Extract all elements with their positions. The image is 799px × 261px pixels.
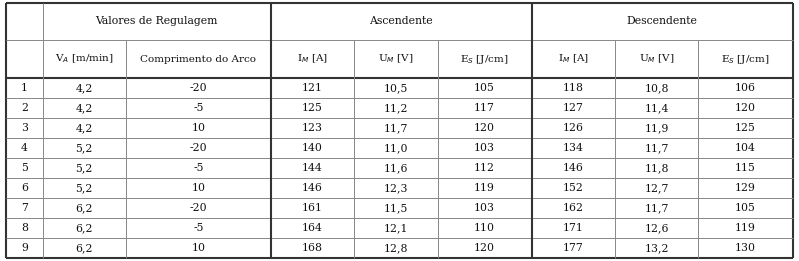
Text: 8: 8 [21, 223, 28, 233]
Text: 6: 6 [21, 183, 28, 193]
Text: 115: 115 [735, 163, 756, 173]
Text: 117: 117 [474, 103, 495, 113]
Text: 11,6: 11,6 [384, 163, 408, 173]
Text: V$_A$ [m/min]: V$_A$ [m/min] [55, 53, 113, 65]
Text: 4: 4 [21, 143, 28, 153]
Text: 12,3: 12,3 [384, 183, 408, 193]
Text: 4,2: 4,2 [76, 123, 93, 133]
Text: 120: 120 [474, 123, 495, 133]
Text: 104: 104 [735, 143, 756, 153]
Text: 119: 119 [474, 183, 495, 193]
Text: 10: 10 [192, 123, 205, 133]
Text: 120: 120 [735, 103, 756, 113]
Text: 130: 130 [735, 243, 756, 253]
Text: 4,2: 4,2 [76, 83, 93, 93]
Text: 10,5: 10,5 [384, 83, 408, 93]
Text: 146: 146 [563, 163, 584, 173]
Text: 134: 134 [563, 143, 584, 153]
Text: 12,8: 12,8 [384, 243, 408, 253]
Text: Comprimento do Arco: Comprimento do Arco [141, 55, 256, 63]
Text: 11,2: 11,2 [384, 103, 408, 113]
Text: 127: 127 [563, 103, 584, 113]
Text: Ascendente: Ascendente [369, 16, 433, 26]
Text: 7: 7 [21, 203, 28, 213]
Text: 121: 121 [302, 83, 323, 93]
Text: 126: 126 [563, 123, 584, 133]
Text: 5,2: 5,2 [76, 163, 93, 173]
Text: 5: 5 [21, 163, 28, 173]
Text: 140: 140 [302, 143, 323, 153]
Text: 6,2: 6,2 [76, 203, 93, 213]
Text: -20: -20 [189, 83, 207, 93]
Text: 164: 164 [302, 223, 323, 233]
Text: 10,8: 10,8 [645, 83, 669, 93]
Text: 11,5: 11,5 [384, 203, 408, 213]
Text: 171: 171 [563, 223, 584, 233]
Text: 4,2: 4,2 [76, 103, 93, 113]
Text: 1: 1 [21, 83, 28, 93]
Text: 6,2: 6,2 [76, 243, 93, 253]
Text: 11,7: 11,7 [645, 203, 669, 213]
Text: 10: 10 [192, 243, 205, 253]
Text: 103: 103 [474, 143, 495, 153]
Text: 105: 105 [474, 83, 495, 93]
Text: 3: 3 [21, 123, 28, 133]
Text: 105: 105 [735, 203, 756, 213]
Text: 5,2: 5,2 [76, 143, 93, 153]
Text: -5: -5 [193, 103, 204, 113]
Text: 5,2: 5,2 [76, 183, 93, 193]
Text: 6,2: 6,2 [76, 223, 93, 233]
Text: 103: 103 [474, 203, 495, 213]
Text: 162: 162 [563, 203, 584, 213]
Text: Descendente: Descendente [626, 16, 698, 26]
Text: U$_M$ [V]: U$_M$ [V] [378, 53, 414, 65]
Text: 12,1: 12,1 [384, 223, 408, 233]
Text: 11,7: 11,7 [645, 143, 669, 153]
Text: 11,4: 11,4 [645, 103, 669, 113]
Text: 11,9: 11,9 [645, 123, 669, 133]
Text: 119: 119 [735, 223, 756, 233]
Text: 110: 110 [474, 223, 495, 233]
Text: 118: 118 [563, 83, 584, 93]
Text: 9: 9 [21, 243, 28, 253]
Text: U$_M$ [V]: U$_M$ [V] [639, 53, 674, 65]
Text: 161: 161 [302, 203, 323, 213]
Text: -5: -5 [193, 163, 204, 173]
Text: 125: 125 [302, 103, 323, 113]
Text: 11,7: 11,7 [384, 123, 408, 133]
Text: I$_M$ [A]: I$_M$ [A] [558, 53, 589, 65]
Text: 144: 144 [302, 163, 323, 173]
Text: 11,0: 11,0 [384, 143, 408, 153]
Text: E$_S$ [J/cm]: E$_S$ [J/cm] [460, 52, 509, 66]
Text: 106: 106 [735, 83, 756, 93]
Text: 12,7: 12,7 [645, 183, 669, 193]
Text: 146: 146 [302, 183, 323, 193]
Text: 2: 2 [21, 103, 28, 113]
Text: -20: -20 [189, 143, 207, 153]
Text: 129: 129 [735, 183, 756, 193]
Text: -5: -5 [193, 223, 204, 233]
Text: 125: 125 [735, 123, 756, 133]
Text: 11,8: 11,8 [645, 163, 669, 173]
Text: 168: 168 [302, 243, 323, 253]
Text: E$_S$ [J/cm]: E$_S$ [J/cm] [721, 52, 769, 66]
Text: 10: 10 [192, 183, 205, 193]
Text: 120: 120 [474, 243, 495, 253]
Text: -20: -20 [189, 203, 207, 213]
Text: Valores de Regulagem: Valores de Regulagem [96, 16, 218, 26]
Text: 12,6: 12,6 [645, 223, 669, 233]
Text: 13,2: 13,2 [645, 243, 669, 253]
Text: 123: 123 [302, 123, 323, 133]
Text: 112: 112 [474, 163, 495, 173]
Text: 152: 152 [563, 183, 584, 193]
Text: I$_M$ [A]: I$_M$ [A] [297, 53, 328, 65]
Text: 177: 177 [563, 243, 584, 253]
